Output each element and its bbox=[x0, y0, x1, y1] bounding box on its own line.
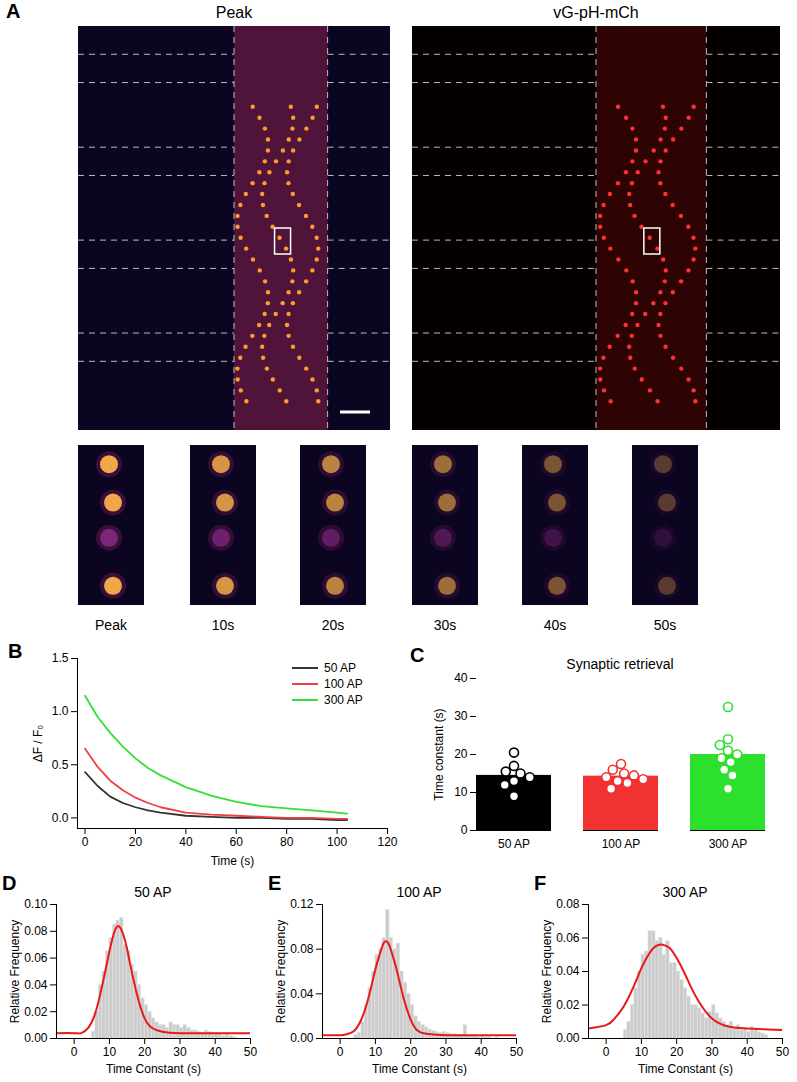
svg-text:0.5: 0.5 bbox=[52, 758, 69, 772]
svg-text:100: 100 bbox=[327, 835, 347, 849]
svg-text:0: 0 bbox=[461, 823, 468, 837]
svg-text:0.02: 0.02 bbox=[556, 998, 580, 1012]
svg-text:30: 30 bbox=[439, 1045, 453, 1059]
svg-text:30: 30 bbox=[705, 1045, 719, 1059]
svg-text:0.10: 0.10 bbox=[24, 897, 48, 911]
svg-text:120: 120 bbox=[377, 835, 397, 849]
svg-text:40: 40 bbox=[475, 1045, 489, 1059]
svg-text:10: 10 bbox=[635, 1045, 649, 1059]
svg-text:10: 10 bbox=[454, 785, 468, 799]
svg-text:0.00: 0.00 bbox=[24, 1031, 48, 1045]
svg-text:20: 20 bbox=[404, 1045, 418, 1059]
svg-text:0.08: 0.08 bbox=[556, 897, 580, 911]
svg-text:vG-pH-mCh: vG-pH-mCh bbox=[553, 4, 638, 21]
svg-text:Time Constant (s): Time Constant (s) bbox=[372, 1062, 467, 1076]
svg-text:0.06: 0.06 bbox=[556, 931, 580, 945]
svg-text:300 AP: 300 AP bbox=[709, 837, 748, 851]
svg-text:Time Constant (s): Time Constant (s) bbox=[638, 1062, 733, 1076]
svg-text:1.0: 1.0 bbox=[52, 704, 69, 718]
svg-text:10s: 10s bbox=[212, 617, 235, 633]
svg-text:60: 60 bbox=[230, 835, 244, 849]
svg-text:20: 20 bbox=[129, 835, 143, 849]
svg-text:0.08: 0.08 bbox=[24, 924, 48, 938]
svg-text:Time Constant (s): Time Constant (s) bbox=[106, 1062, 201, 1076]
svg-text:0: 0 bbox=[337, 1045, 344, 1059]
svg-text:Peak: Peak bbox=[95, 617, 128, 633]
svg-text:40: 40 bbox=[741, 1045, 755, 1059]
html-text:Synaptic retrieval: Synaptic retrieval bbox=[566, 656, 674, 672]
html-text:F: F bbox=[534, 872, 547, 894]
html-text:C: C bbox=[410, 644, 425, 666]
svg-text:50 AP: 50 AP bbox=[498, 837, 530, 851]
svg-text:30: 30 bbox=[173, 1045, 187, 1059]
svg-text:50s: 50s bbox=[654, 617, 677, 633]
svg-text:50: 50 bbox=[776, 1045, 790, 1059]
svg-text:0.00: 0.00 bbox=[290, 1031, 314, 1045]
html-text:50 AP: 50 AP bbox=[324, 661, 356, 675]
html-text:E: E bbox=[268, 872, 282, 894]
svg-text:10: 10 bbox=[369, 1045, 383, 1059]
svg-text:20: 20 bbox=[670, 1045, 684, 1059]
svg-text:0.04: 0.04 bbox=[556, 964, 580, 978]
svg-text:50: 50 bbox=[244, 1045, 258, 1059]
svg-text:Relative Frequency: Relative Frequency bbox=[540, 920, 554, 1023]
svg-text:0: 0 bbox=[82, 835, 89, 849]
html-text:A: A bbox=[6, 0, 21, 22]
svg-text:0.02: 0.02 bbox=[24, 1005, 48, 1019]
svg-text:20: 20 bbox=[138, 1045, 152, 1059]
svg-text:100 AP: 100 AP bbox=[602, 837, 641, 851]
svg-text:20s: 20s bbox=[322, 617, 345, 633]
svg-text:0.08: 0.08 bbox=[290, 942, 314, 956]
svg-text:ΔF / F₀: ΔF / F₀ bbox=[31, 725, 45, 763]
svg-text:40: 40 bbox=[209, 1045, 223, 1059]
svg-text:0.00: 0.00 bbox=[556, 1031, 580, 1045]
svg-text:0: 0 bbox=[603, 1045, 610, 1059]
svg-text:Peak: Peak bbox=[216, 4, 253, 21]
html-text:B: B bbox=[8, 640, 23, 662]
svg-text:1.5: 1.5 bbox=[52, 651, 69, 665]
svg-text:0.04: 0.04 bbox=[24, 978, 48, 992]
svg-text:Relative Frequency: Relative Frequency bbox=[8, 920, 22, 1023]
svg-text:Relative Frequency: Relative Frequency bbox=[274, 920, 288, 1023]
svg-text:30s: 30s bbox=[434, 617, 457, 633]
svg-text:40: 40 bbox=[454, 671, 468, 685]
svg-text:0.04: 0.04 bbox=[290, 987, 314, 1001]
svg-text:40: 40 bbox=[179, 835, 193, 849]
svg-text:40s: 40s bbox=[544, 617, 567, 633]
html-text:300 AP: 300 AP bbox=[324, 693, 363, 707]
svg-text:Time constant (s): Time constant (s) bbox=[432, 708, 446, 800]
svg-text:0.0: 0.0 bbox=[52, 811, 69, 825]
html-text:100 AP: 100 AP bbox=[324, 677, 363, 691]
svg-text:0: 0 bbox=[71, 1045, 78, 1059]
html-text:100 AP: 100 AP bbox=[396, 884, 442, 900]
svg-text:Time (s): Time (s) bbox=[211, 854, 255, 868]
svg-text:30: 30 bbox=[454, 709, 468, 723]
svg-text:0.12: 0.12 bbox=[290, 897, 314, 911]
svg-text:80: 80 bbox=[280, 835, 294, 849]
html-text:300 AP: 300 AP bbox=[662, 884, 708, 900]
html-text:D: D bbox=[2, 872, 17, 894]
svg-text:50: 50 bbox=[510, 1045, 524, 1059]
svg-text:20: 20 bbox=[454, 747, 468, 761]
html-text:50 AP: 50 AP bbox=[134, 884, 172, 900]
svg-text:0.06: 0.06 bbox=[24, 951, 48, 965]
svg-text:10: 10 bbox=[103, 1045, 117, 1059]
